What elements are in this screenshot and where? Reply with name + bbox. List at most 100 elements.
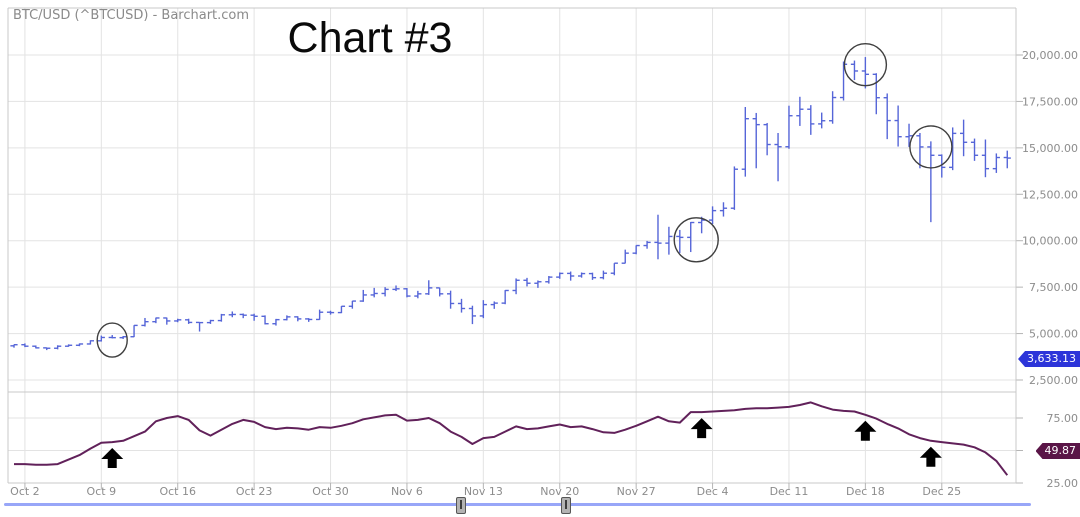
price-bar [490,301,498,309]
price-bar [785,105,793,149]
price-bar [960,119,968,157]
price-bar [632,244,640,255]
price-bar [687,221,695,253]
last-price-badge: 3,633.13 [1018,351,1080,367]
price-axis-label: 15,000.00 [1022,142,1078,155]
price-bar [130,324,138,338]
price-bar [796,96,804,126]
price-bar [949,127,957,171]
chart-title: Chart #3 [287,14,453,62]
price-bar [75,343,84,347]
price-bar [337,305,346,314]
scrollbar-handle-left[interactable] [456,497,466,514]
price-bar [86,340,95,345]
price-bar [425,280,433,295]
price-bar [545,276,553,284]
price-bar [610,262,618,276]
price-bar [414,290,422,299]
x-axis-date-label: Oct 16 [159,485,196,498]
price-bar [32,345,40,349]
price-bar [294,316,302,322]
price-axis-label: 2,500.00 [1029,374,1078,387]
annotation-circle [843,42,888,87]
price-bar [141,317,149,327]
price-bar [163,317,171,325]
price-bar [916,133,924,169]
price-bar [905,123,913,147]
annotation-circle [96,322,128,358]
time-scrollbar-track[interactable] [4,503,1031,506]
price-bar [992,153,1000,173]
annotation-up-arrow [101,448,124,469]
price-bar [228,311,236,318]
price-bar [174,318,182,323]
price-bar [567,271,575,281]
price-bar [643,240,651,249]
x-axis-date-label: Nov 20 [540,485,579,498]
price-bar [479,300,487,319]
price-bar [152,317,160,324]
symbol-title: BTC/USD (^BTCUSD) - Barchart.com [13,8,250,23]
price-bar [54,345,62,350]
price-bar [556,272,564,279]
annotation-up-arrow [690,418,713,439]
annotation-up-arrow [919,446,942,467]
x-axis-date-label: Nov 27 [617,485,656,498]
price-bar [883,93,891,140]
price-bar [741,107,749,177]
annotation-circle [909,125,953,169]
x-axis-date-label: Oct 9 [87,485,117,498]
annotation-circle [673,217,719,263]
price-bar [1003,150,1011,169]
price-bar [807,105,815,135]
price-bar [185,318,193,324]
indicator-axis-label: 25.00 [1047,477,1079,490]
price-bar [654,214,662,260]
price-bar [108,335,116,339]
price-bar [752,112,760,169]
price-bar [305,318,313,322]
price-bar [512,278,520,295]
price-bar [850,60,859,81]
price-bar [894,105,902,147]
scrollbar-handle-right[interactable] [561,497,571,514]
price-bar [370,287,378,298]
price-bar [283,315,291,321]
price-bar [981,139,990,178]
price-bar [457,298,466,313]
price-bar [64,344,73,347]
price-bar [938,154,946,178]
price-bar [217,313,225,322]
price-bar [839,61,848,101]
price-bar [730,166,738,210]
price-bar [97,335,105,342]
price-bar [381,287,389,297]
price-bar [774,133,782,182]
price-bar [272,318,280,326]
price-bar [392,285,400,292]
price-axis-label: 12,500.00 [1022,188,1078,201]
price-bar [403,288,411,298]
price-axis-label: 5,000.00 [1029,328,1078,341]
price-bar [708,206,717,224]
x-axis-date-label: Dec 11 [770,485,809,498]
price-bar [21,343,29,348]
price-axis-label: 7,500.00 [1029,281,1078,294]
price-bar [719,202,728,217]
price-bar [348,300,356,309]
price-bar [534,280,542,288]
price-bar [447,290,455,309]
indicator-value-badge: 49.87 [1035,443,1080,459]
price-bar [872,73,880,115]
price-bar [239,313,247,319]
price-bar [927,141,935,223]
price-bar [599,270,608,280]
price-bar [43,347,51,351]
price-bar [577,272,586,278]
price-bar [119,335,127,339]
price-bar [970,138,979,161]
price-axis-label: 17,500.00 [1022,95,1078,108]
price-bar [261,315,269,325]
price-bar [436,287,444,297]
